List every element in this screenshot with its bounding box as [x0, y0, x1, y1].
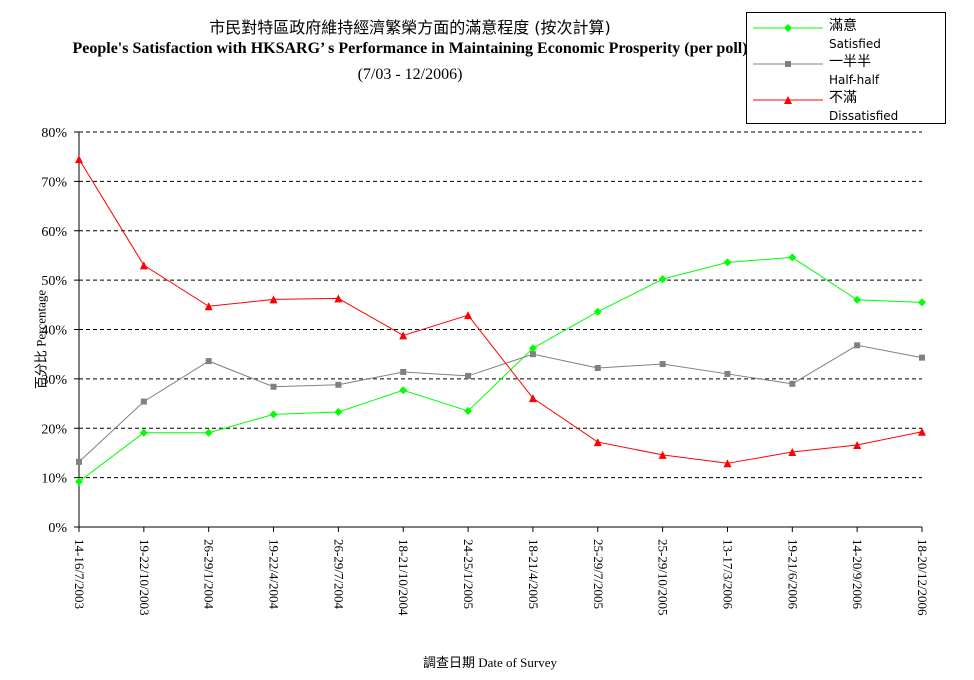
x-tick-label: 19-22/10/2003	[137, 539, 152, 616]
x-tick-label: 18-20/12/2006	[915, 539, 930, 616]
data-point	[464, 406, 473, 415]
chart-title-english: People's Satisfaction with HKSARG’ s Per…	[72, 40, 748, 57]
data-point	[139, 428, 148, 437]
data-point	[529, 351, 536, 358]
data-point	[919, 354, 925, 361]
data-point	[594, 365, 601, 372]
legend-item-dissatisfied: 不滿 Dissatisfied	[747, 87, 945, 123]
y-tick-label: 30%	[41, 373, 67, 388]
data-point	[465, 372, 472, 379]
x-tick-label: 26-29/7/2004	[331, 539, 346, 610]
data-point	[593, 307, 602, 316]
data-point	[399, 331, 408, 340]
y-tick-label: 50%	[41, 274, 67, 289]
x-axis-label: 調查日期 Date of Survey	[423, 655, 557, 670]
data-point	[788, 253, 797, 262]
x-tick-label: 14-20/9/2006	[850, 539, 865, 610]
data-point	[659, 361, 666, 368]
x-tick-label: 24-25/1/2005	[461, 539, 476, 609]
legend-item-half-half: 一半半 Half-half	[747, 51, 945, 87]
data-point	[464, 311, 473, 320]
legend-swatch-dissatisfied	[753, 96, 823, 104]
data-point	[918, 298, 926, 307]
x-tick-label: 19-21/6/2006	[785, 539, 800, 610]
legend-label-chinese: 不滿	[829, 90, 857, 106]
series-line-half-half	[78, 344, 923, 463]
data-point	[399, 386, 408, 395]
y-tick-label: 70%	[41, 175, 67, 190]
x-tick-label: 25-29/7/2005	[591, 539, 606, 609]
series-line-satisfied	[78, 256, 923, 482]
data-point	[724, 370, 731, 377]
data-point	[593, 438, 602, 447]
data-point	[854, 342, 861, 349]
x-tick-label: 26-29/1/2004	[202, 539, 217, 610]
data-point	[75, 155, 83, 164]
legend-label-chinese: 滿意	[829, 18, 857, 34]
x-tick-label: 13-17/3/2006	[720, 539, 735, 610]
data-point	[723, 258, 732, 267]
chart-legend: 滿意 Satisfied 一半半 Half-half 不滿 Dissatisfi…	[746, 12, 946, 124]
data-point	[334, 407, 343, 416]
chart-subtitle: (7/03 - 12/2006)	[357, 66, 463, 83]
series-line-dissatisfied	[78, 158, 923, 464]
data-point	[140, 398, 147, 405]
y-tick-label: 80%	[41, 126, 67, 141]
data-point	[269, 295, 278, 304]
data-point	[139, 261, 148, 270]
x-tick-label: 18-21/4/2005	[526, 539, 541, 609]
legend-swatch-satisfied	[753, 24, 823, 32]
x-tick-label: 25-29/10/2005	[656, 539, 671, 616]
data-point	[400, 368, 407, 375]
x-tick-label: 18-21/10/2004	[396, 539, 411, 616]
data-point	[853, 441, 862, 450]
data-point	[204, 428, 213, 437]
y-tick-label: 40%	[41, 324, 67, 339]
data-point	[788, 447, 797, 456]
y-axis-label: 百分比 Percentage	[33, 289, 49, 390]
y-tick-label: 60%	[41, 225, 67, 240]
data-point	[270, 383, 277, 390]
x-tick-label: 19-22/4/2004	[267, 539, 282, 610]
legend-label-chinese: 一半半	[829, 54, 871, 70]
data-point	[334, 294, 343, 303]
y-tick-label: 20%	[41, 422, 67, 437]
data-point	[205, 358, 212, 365]
data-point	[75, 477, 83, 486]
data-point	[204, 302, 213, 311]
x-tick-label: 14-16/7/2003	[72, 539, 87, 609]
y-tick-label: 0%	[48, 521, 67, 536]
data-point	[335, 381, 342, 388]
data-point	[269, 410, 278, 419]
data-point	[723, 459, 732, 468]
data-point	[528, 394, 537, 403]
legend-label-english: Dissatisfied	[829, 109, 899, 123]
data-point	[853, 295, 862, 304]
legend-label-english: Satisfied	[829, 37, 881, 51]
y-tick-label: 10%	[41, 472, 67, 487]
data-point	[658, 275, 667, 284]
legend-swatch-half-half	[753, 61, 823, 67]
legend-label-english: Half-half	[829, 73, 880, 87]
data-point	[918, 427, 926, 436]
chart-title-chinese: 市民對特區政府維持經濟繁榮方面的滿意程度 (按次計算)	[209, 18, 611, 37]
data-point	[658, 450, 667, 459]
data-point	[528, 344, 537, 353]
data-point	[789, 380, 796, 387]
data-point	[76, 458, 82, 465]
legend-item-satisfied: 滿意 Satisfied	[747, 15, 945, 51]
